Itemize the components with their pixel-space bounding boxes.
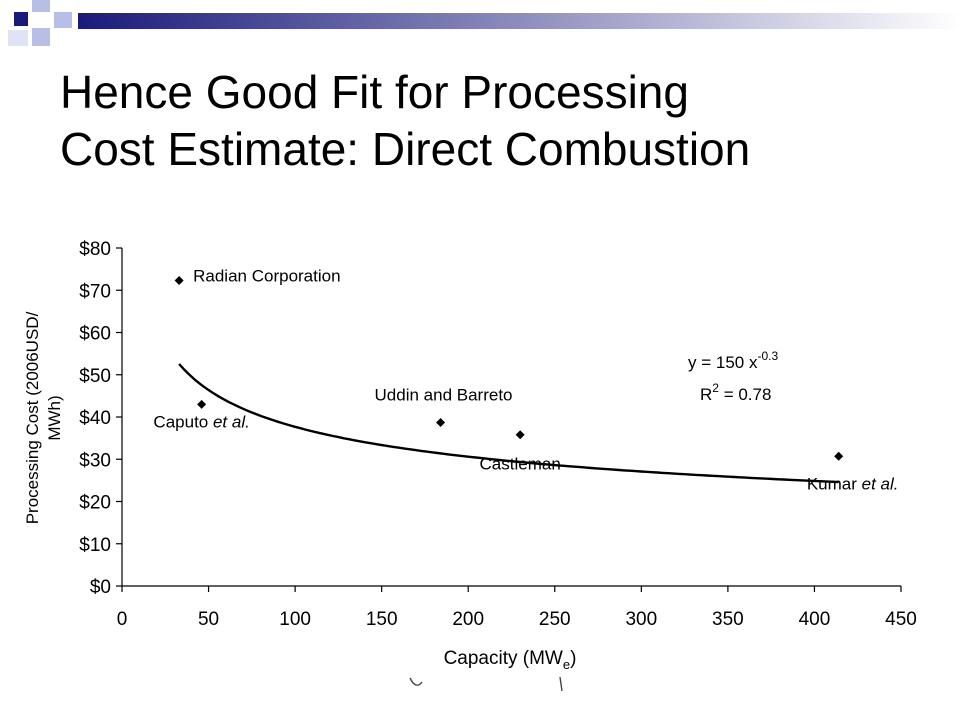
y-tick-label: $0 bbox=[90, 577, 111, 598]
points bbox=[174, 276, 844, 461]
light-square-4 bbox=[8, 30, 28, 46]
title-line-2: Cost Estimate: Direct Combustion bbox=[60, 123, 751, 175]
y-tick-label: $30 bbox=[79, 450, 111, 471]
y-tick-label: $20 bbox=[79, 493, 111, 514]
point-label: Castleman bbox=[480, 455, 561, 474]
trendline-equation: y = 150 x-0.3 bbox=[688, 349, 778, 372]
data-point-marker bbox=[834, 451, 844, 461]
x-tick-label: 350 bbox=[712, 609, 744, 630]
x-tick-label: 200 bbox=[452, 609, 484, 630]
power-trendline bbox=[178, 363, 839, 484]
y-tick-label: $60 bbox=[79, 324, 111, 345]
y-tick-label: $50 bbox=[79, 366, 111, 387]
trendline-group bbox=[178, 363, 839, 484]
ticks: $0 $10 $20 $30 $40 $50 $60 $70 $80 0 50 100 150 200 25… bbox=[79, 239, 917, 630]
x-tick-label: 150 bbox=[366, 609, 398, 630]
x-tick-label: 0 bbox=[117, 609, 128, 630]
slide-title: Hence Good Fit for Processing Cost Estim… bbox=[60, 64, 940, 178]
data-point-marker bbox=[174, 276, 184, 286]
point-label: Caputo et al. bbox=[153, 412, 249, 431]
gradient-bar bbox=[78, 13, 960, 29]
light-square-1 bbox=[32, 0, 50, 12]
x-tick-label: 250 bbox=[539, 609, 571, 630]
x-tick-label: 450 bbox=[885, 609, 917, 630]
y-tick-label: $10 bbox=[79, 535, 111, 556]
navy-square-1 bbox=[14, 12, 28, 26]
y-tick-label: $70 bbox=[79, 281, 111, 302]
light-square-2 bbox=[32, 28, 50, 46]
y-tick-label: $40 bbox=[79, 408, 111, 429]
point-label: Kumar et al. bbox=[807, 474, 899, 493]
point-label: Radian Corporation bbox=[193, 267, 340, 286]
y-axis-label: Processing Cost (2006USD/MWh) bbox=[23, 311, 64, 524]
x-tick-label: 100 bbox=[279, 609, 311, 630]
r-squared-label: R2 = 0.78 bbox=[700, 381, 771, 404]
data-point-marker bbox=[436, 417, 446, 427]
y-tick-label: $80 bbox=[79, 239, 111, 260]
x-axis-label: Capacity (MWe) bbox=[444, 648, 577, 672]
data-point-marker bbox=[197, 399, 207, 409]
point-label: Uddin and Barreto bbox=[375, 385, 513, 404]
x-tick-label: 50 bbox=[198, 609, 219, 630]
title-bar-decoration bbox=[8, 0, 960, 46]
title-line-1: Hence Good Fit for Processing bbox=[60, 66, 689, 118]
data-point-marker bbox=[515, 430, 525, 440]
x-tick-label: 400 bbox=[799, 609, 831, 630]
x-tick-label: 300 bbox=[625, 609, 657, 630]
labels: Radian Corporation Caputo et al. Uddin and… bbox=[23, 267, 899, 672]
light-square-3 bbox=[54, 12, 72, 28]
footer-text-fragment bbox=[400, 676, 600, 692]
